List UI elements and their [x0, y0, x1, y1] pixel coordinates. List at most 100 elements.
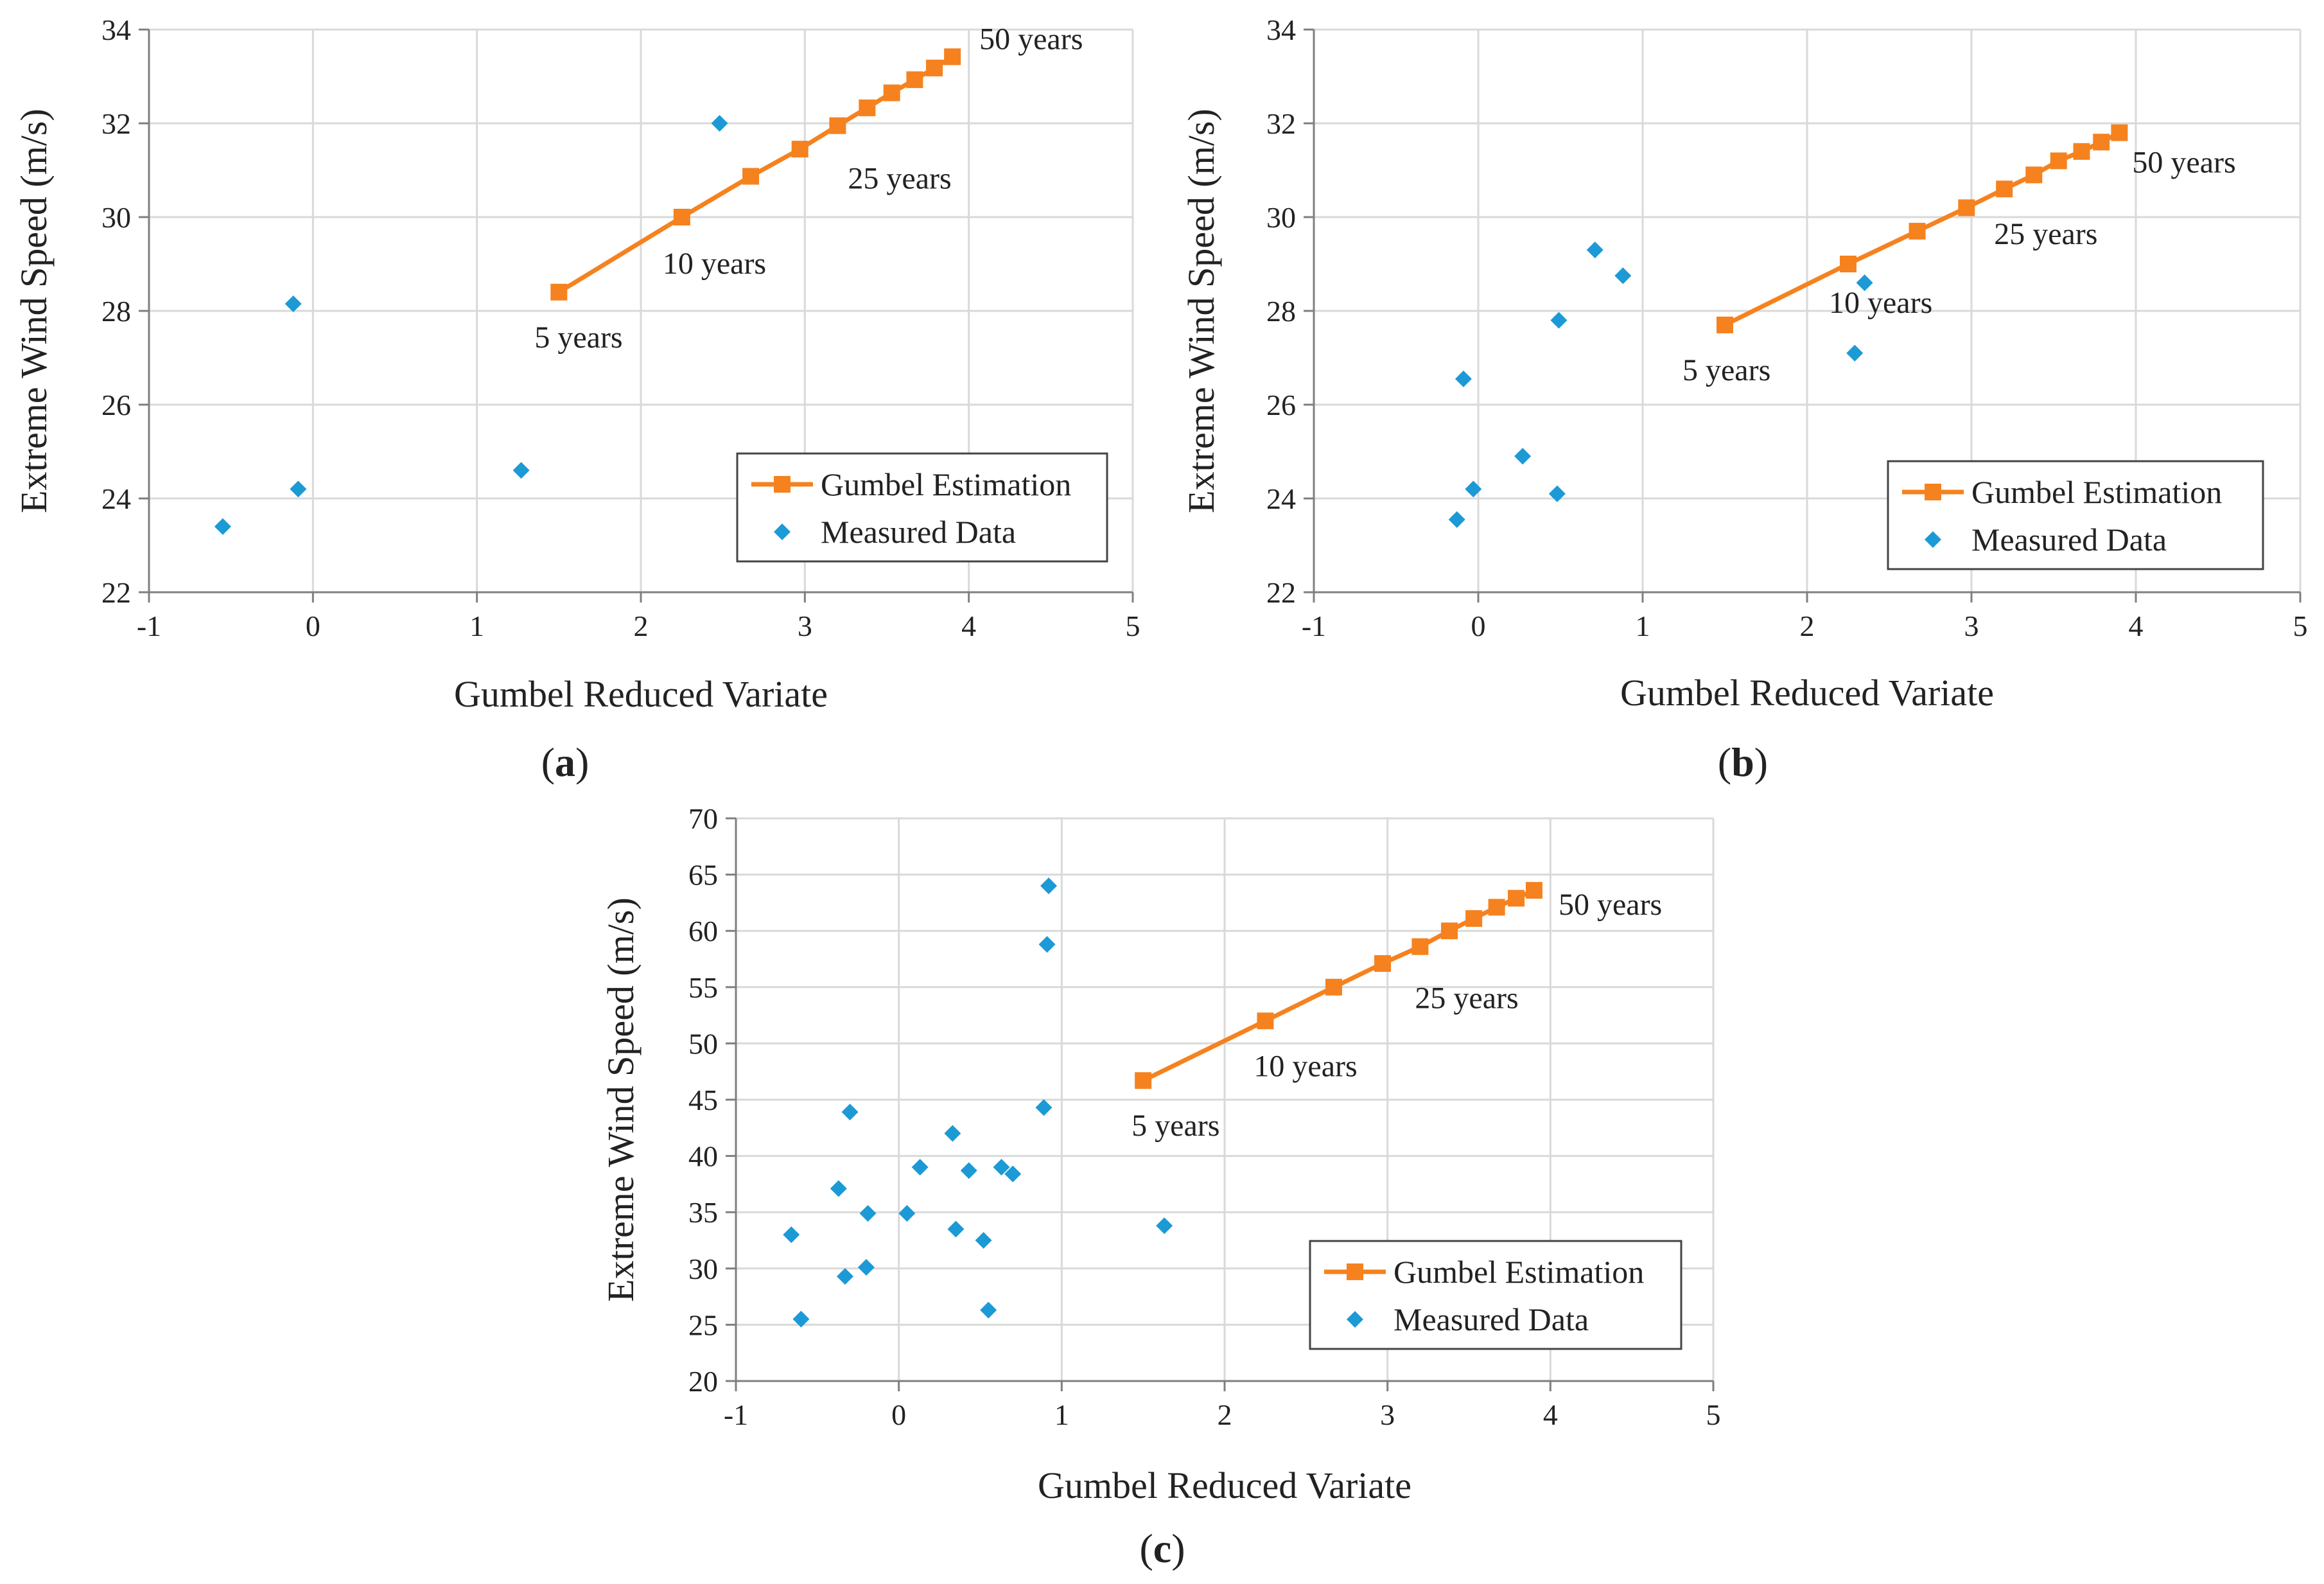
gumbel-point — [1374, 955, 1392, 972]
y-tick-label: 45 — [688, 1084, 718, 1116]
return-period-label: 50 years — [2132, 146, 2235, 180]
x-axis-title: Gumbel Reduced Variate — [454, 673, 828, 715]
y-axis-title: Extreme Wind Speed (m/s) — [600, 897, 642, 1302]
y-tick-label: 65 — [688, 859, 718, 892]
measured-data-point — [1156, 1217, 1173, 1235]
x-tick-label: 4 — [961, 610, 976, 642]
y-tick-label: 50 — [688, 1027, 718, 1060]
measured-data-point — [1514, 448, 1532, 465]
x-tick-label: 0 — [1471, 610, 1486, 642]
measured-data-point — [792, 1310, 810, 1328]
x-tick-label: 0 — [891, 1398, 906, 1431]
x-axis-title: Gumbel Reduced Variate — [1038, 1465, 1411, 1506]
gumbel-point — [550, 283, 568, 301]
x-tick-label: 3 — [798, 610, 812, 642]
y-tick-label: 30 — [1266, 201, 1296, 234]
panel-label: (b) — [1718, 739, 1768, 785]
gumbel-point — [2073, 143, 2090, 160]
measured-data-point — [836, 1268, 853, 1285]
x-tick-label: 3 — [1380, 1398, 1395, 1431]
return-period-label: 10 years — [1829, 286, 1932, 320]
legend-gumbel-marker — [774, 476, 791, 493]
y-tick-label: 24 — [101, 482, 131, 515]
x-tick-label: 1 — [469, 610, 484, 642]
gumbel-point — [1909, 222, 1926, 240]
x-tick-label: 4 — [2129, 610, 2144, 642]
gumbel-point — [1257, 1012, 1274, 1030]
y-tick-label: 26 — [101, 389, 131, 421]
legend-measured-marker — [1925, 531, 1941, 548]
legend-box — [1887, 460, 2264, 570]
measured-data-point — [290, 480, 307, 498]
x-tick-label: 5 — [1706, 1398, 1721, 1431]
return-period-label: 5 years — [1131, 1109, 1219, 1143]
x-axis-title: Gumbel Reduced Variate — [1620, 672, 1994, 714]
gumbel-point — [829, 117, 846, 134]
y-tick-label: 22 — [1266, 576, 1296, 609]
measured-data-point — [944, 1125, 961, 1142]
x-tick-label: 1 — [1636, 610, 1650, 642]
gumbel-point — [883, 84, 900, 101]
gumbel-point — [1717, 316, 1733, 333]
y-tick-label: 35 — [688, 1196, 718, 1229]
return-period-label: 10 years — [663, 247, 766, 281]
y-tick-label: 26 — [1266, 389, 1296, 421]
gumbel-point — [673, 209, 690, 225]
panel-label: (c) — [1139, 1526, 1185, 1571]
legend-entry-gumbel: Gumbel Estimation — [1971, 474, 2222, 510]
measured-data-point — [993, 1159, 1010, 1176]
y-tick-label: 34 — [101, 13, 131, 46]
legend-box — [1309, 1240, 1682, 1350]
return-period-label: 25 years — [1994, 217, 2097, 251]
return-period-label: 25 years — [1415, 981, 1518, 1016]
return-period-label: 5 years — [534, 321, 622, 355]
y-tick-label: 70 — [688, 802, 718, 835]
gumbel-point — [1488, 899, 1505, 916]
measured-data-point — [1448, 511, 1465, 528]
measured-data-point — [980, 1301, 997, 1319]
y-tick-label: 55 — [688, 971, 718, 1004]
x-tick-label: -1 — [137, 610, 161, 642]
legend-measured-marker — [774, 524, 791, 540]
gumbel-point — [1465, 910, 1483, 927]
measured-data-point — [1846, 344, 1864, 362]
legend-entry-measured: Measured Data — [821, 514, 1016, 550]
gumbel-point — [859, 99, 876, 116]
y-tick-label: 22 — [101, 576, 131, 609]
measured-data-point — [214, 518, 231, 535]
y-tick-label: 30 — [688, 1253, 718, 1285]
y-tick-label: 40 — [688, 1140, 718, 1173]
measured-data-point — [284, 295, 302, 313]
y-tick-label: 20 — [688, 1365, 718, 1398]
measured-data-point — [1550, 312, 1568, 329]
gumbel-point — [926, 59, 943, 76]
measured-data-point — [975, 1232, 992, 1249]
y-axis-title: Extreme Wind Speed (m/s) — [1180, 109, 1222, 513]
x-tick-label: 0 — [306, 610, 320, 642]
x-tick-label: 5 — [1126, 610, 1140, 642]
y-tick-label: 24 — [1266, 482, 1296, 515]
measured-data-point — [1614, 267, 1632, 285]
x-tick-label: -1 — [724, 1398, 748, 1431]
measured-data-point — [911, 1159, 929, 1176]
y-tick-label: 34 — [1266, 13, 1296, 46]
gumbel-point — [1325, 978, 1342, 996]
legend-entry-gumbel: Gumbel Estimation — [1394, 1254, 1644, 1290]
legend-entry-measured: Measured Data — [1394, 1301, 1589, 1337]
x-tick-label: 2 — [634, 610, 649, 642]
gumbel-estimation-line — [1142, 888, 1535, 1083]
y-tick-label: 30 — [101, 201, 131, 234]
x-tick-label: 4 — [1543, 1398, 1558, 1431]
measured-data-point — [1586, 242, 1603, 259]
gumbel-point — [1958, 199, 1975, 216]
measured-data-point — [857, 1259, 875, 1276]
measured-data-point — [898, 1204, 916, 1222]
measured-data-point — [783, 1226, 800, 1244]
gumbel-point — [1525, 882, 1542, 899]
gumbel-point — [2093, 134, 2110, 151]
measured-data-point — [711, 115, 728, 132]
gumbel-point — [742, 168, 760, 185]
